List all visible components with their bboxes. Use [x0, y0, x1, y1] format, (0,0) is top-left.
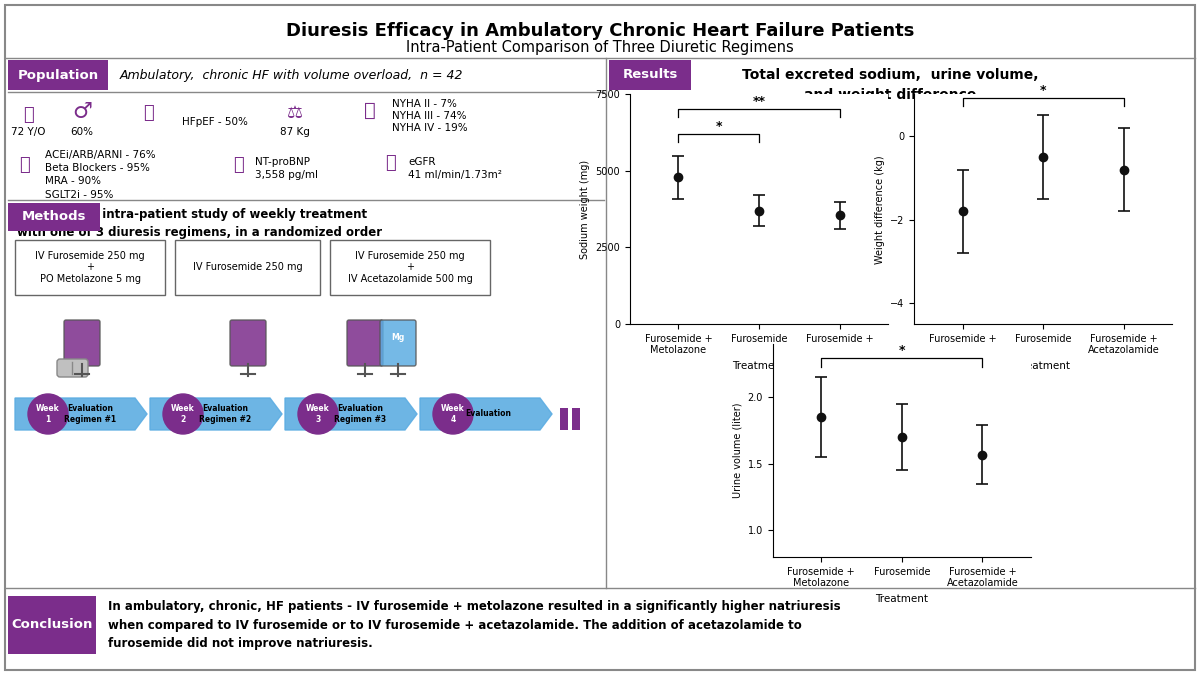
Circle shape	[28, 394, 68, 434]
Text: ACEi/ARB/ARNI - 76%
Beta Blockers - 95%
MRA - 90%
SGLT2i - 95%: ACEi/ARB/ARNI - 76% Beta Blockers - 95% …	[46, 150, 156, 200]
Text: NYHA III - 74%: NYHA III - 74%	[392, 111, 467, 121]
X-axis label: Treatment: Treatment	[875, 594, 929, 603]
Bar	[572, 408, 580, 430]
Circle shape	[433, 394, 473, 434]
Text: Diuresis Efficacy in Ambulatory Chronic Heart Failure Patients: Diuresis Efficacy in Ambulatory Chronic …	[286, 22, 914, 40]
Polygon shape	[150, 398, 282, 430]
Text: Conclusion: Conclusion	[11, 618, 92, 632]
Bar	[560, 408, 568, 430]
Text: Evaluation
Regimen #1: Evaluation Regimen #1	[64, 404, 116, 424]
Bar	[330, 240, 490, 295]
Text: IV Furosemide 250 mg
+
IV Acetazolamide 500 mg: IV Furosemide 250 mg + IV Acetazolamide …	[348, 251, 473, 284]
Text: Mg: Mg	[391, 333, 404, 342]
Text: ⚖: ⚖	[287, 104, 304, 122]
Bar	[8, 203, 100, 231]
Text: *: *	[715, 119, 722, 133]
Text: 87 Kg: 87 Kg	[280, 127, 310, 137]
FancyBboxPatch shape	[64, 320, 100, 366]
Text: **: **	[752, 95, 766, 107]
FancyBboxPatch shape	[58, 359, 88, 377]
Text: Evaluation: Evaluation	[466, 410, 511, 418]
Text: 60%: 60%	[71, 127, 94, 137]
Y-axis label: Urine volume (liter): Urine volume (liter)	[732, 403, 742, 498]
Bar	[8, 596, 96, 654]
Text: In ambulatory, chronic, HF patients - IV furosemide + metolazone resulted in a s: In ambulatory, chronic, HF patients - IV…	[108, 600, 841, 650]
Text: NT-proBNP
3,558 pg/ml: NT-proBNP 3,558 pg/ml	[256, 157, 318, 180]
Text: IV Furosemide 250 mg: IV Furosemide 250 mg	[193, 263, 302, 273]
Text: NYHA IV - 19%: NYHA IV - 19%	[392, 123, 468, 133]
FancyBboxPatch shape	[380, 320, 416, 366]
Polygon shape	[286, 398, 418, 430]
Y-axis label: Sodium weight (mg): Sodium weight (mg)	[580, 160, 590, 259]
Text: HFpEF - 50%: HFpEF - 50%	[182, 117, 248, 127]
Text: Ambulatory,  chronic HF with volume overload,  n = 42: Ambulatory, chronic HF with volume overl…	[120, 68, 463, 82]
Text: Methods: Methods	[22, 211, 86, 223]
Text: 🫀: 🫀	[143, 104, 154, 122]
Text: Week
1: Week 1	[36, 404, 60, 424]
Text: 72 Y/O: 72 Y/O	[11, 127, 46, 137]
FancyBboxPatch shape	[230, 320, 266, 366]
X-axis label: Treatment: Treatment	[1016, 361, 1070, 371]
Text: Population: Population	[18, 68, 98, 82]
Text: IV Furosemide 250 mg
+
PO Metolazone 5 mg: IV Furosemide 250 mg + PO Metolazone 5 m…	[35, 251, 145, 284]
Polygon shape	[14, 398, 148, 430]
Text: Week
4: Week 4	[442, 404, 464, 424]
Text: Results: Results	[623, 68, 678, 82]
Text: 👥: 👥	[23, 106, 34, 124]
Text: 🫘: 🫘	[385, 154, 395, 172]
Text: ♂: ♂	[72, 102, 92, 122]
Text: NYHA II - 7%: NYHA II - 7%	[392, 99, 457, 109]
Text: Total excreted sodium,  urine volume,
and weight difference: Total excreted sodium, urine volume, and…	[742, 68, 1038, 101]
Bar	[610, 60, 691, 90]
Bar	[14, 240, 166, 295]
Text: Intra-Patient Comparison of Three Diuretic Regimens: Intra-Patient Comparison of Three Diuret…	[406, 40, 794, 55]
FancyBboxPatch shape	[347, 320, 383, 366]
Text: eGFR
41 ml/min/1.73m²: eGFR 41 ml/min/1.73m²	[408, 157, 502, 180]
Text: Week
3: Week 3	[306, 404, 330, 424]
X-axis label: Treatment: Treatment	[732, 361, 786, 371]
Circle shape	[298, 394, 338, 434]
Text: 💊: 💊	[19, 156, 30, 174]
Text: 💉: 💉	[233, 156, 244, 174]
Text: Week
2: Week 2	[172, 404, 194, 424]
Y-axis label: Weight difference (kg): Weight difference (kg)	[875, 155, 884, 263]
Text: 🪑: 🪑	[364, 101, 376, 119]
Bar	[175, 240, 320, 295]
Text: *: *	[1040, 84, 1046, 97]
Bar	[8, 60, 108, 90]
Text: Crossover intra-patient study of weekly treatment
with one of 3 diuresis regimen: Crossover intra-patient study of weekly …	[18, 208, 383, 239]
Text: *: *	[899, 344, 905, 357]
Circle shape	[163, 394, 203, 434]
Polygon shape	[420, 398, 552, 430]
Text: Evaluation
Regimen #3: Evaluation Regimen #3	[334, 404, 386, 424]
Text: Evaluation
Regimen #2: Evaluation Regimen #2	[199, 404, 251, 424]
